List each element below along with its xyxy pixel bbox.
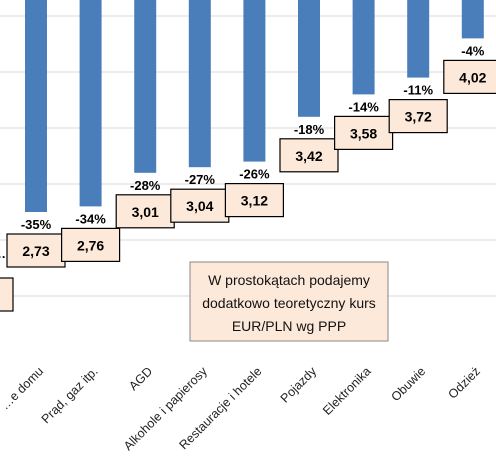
rate-boxes: 2,73 2,76 3,01 3,04 3,12 3,42 3,58 3,72 4,02 xyxy=(6,59,496,268)
category-label: AGD xyxy=(126,364,155,393)
rate-box xyxy=(115,194,175,229)
rate-label: 3,12 xyxy=(241,193,268,209)
percent-label: -35% xyxy=(21,217,52,232)
partial-percent-label: … xyxy=(0,246,6,261)
percent-label: -14% xyxy=(348,99,379,114)
rate-box xyxy=(170,188,230,223)
bar xyxy=(188,0,211,168)
bar xyxy=(25,0,47,212)
bar xyxy=(298,0,320,117)
bar xyxy=(134,0,157,173)
value-labels: -35% -34% -28% -27% -26% -18% -14% -11% -4% xyxy=(21,43,485,232)
annotation-frame xyxy=(189,261,389,342)
annotation-line-3: EUR/PLN wg PPP xyxy=(232,318,346,334)
rate-box xyxy=(60,227,121,262)
percent-label: -27% xyxy=(185,172,216,187)
category-label: Odzież xyxy=(446,364,483,401)
rate-label: 3,58 xyxy=(350,125,377,141)
bars xyxy=(25,0,484,212)
rate-box xyxy=(388,98,448,134)
bar xyxy=(243,0,266,162)
category-label: Pojazdy xyxy=(278,364,320,406)
partial-left-column: … …3 xyxy=(0,246,14,312)
rate-label: 3,72 xyxy=(405,109,432,125)
rate-label: 4,02 xyxy=(459,69,486,85)
bar xyxy=(461,0,484,39)
rate-box xyxy=(279,138,339,173)
bar xyxy=(407,0,430,78)
rate-box xyxy=(224,183,284,218)
bar xyxy=(79,0,102,207)
annotation-line-2: dodatkowo teoretyczny kurs xyxy=(202,295,376,311)
annotation-line-1: W prostokątach podajemy xyxy=(208,272,370,288)
partial-rate-box xyxy=(0,277,14,312)
category-label: Elektronika xyxy=(320,364,374,418)
rate-label: 3,42 xyxy=(295,148,322,164)
percent-label: -11% xyxy=(403,83,433,98)
category-label: …e domu xyxy=(0,364,46,412)
rate-label: 2,73 xyxy=(22,243,49,259)
category-label: Obuwie xyxy=(388,364,428,404)
percent-label: -4% xyxy=(461,43,485,58)
rate-label: 3,04 xyxy=(186,198,213,214)
bar xyxy=(352,0,375,95)
rate-label: 2,76 xyxy=(77,237,104,253)
rate-box xyxy=(6,233,66,268)
percent-label: -18% xyxy=(294,122,325,137)
rate-label: 3,01 xyxy=(132,204,159,220)
rate-box xyxy=(443,59,496,95)
annotation-box: W prostokątach podajemy dodatkowo teoret… xyxy=(189,261,389,342)
percent-label: -28% xyxy=(130,178,161,193)
percent-label: -26% xyxy=(239,167,270,182)
category-label: Prąd, gaz itp. xyxy=(39,364,101,426)
percent-label: -34% xyxy=(75,211,106,226)
